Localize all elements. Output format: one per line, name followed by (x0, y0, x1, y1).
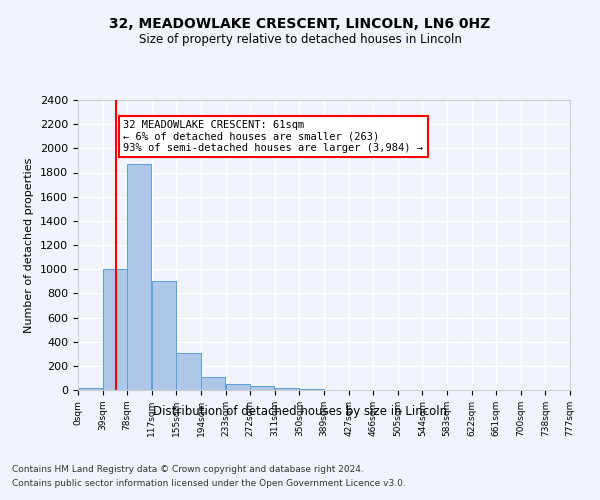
Text: Contains HM Land Registry data © Crown copyright and database right 2024.: Contains HM Land Registry data © Crown c… (12, 465, 364, 474)
Bar (152, 281, 176, 390)
Bar (250, 386, 274, 390)
Bar (103, 269, 127, 390)
Text: 32, MEADOWLAKE CRESCENT, LINCOLN, LN6 0HZ: 32, MEADOWLAKE CRESCENT, LINCOLN, LN6 0H… (109, 18, 491, 32)
Bar (176, 353, 200, 390)
Bar (275, 388, 299, 390)
Bar (78, 388, 102, 390)
Text: 32 MEADOWLAKE CRESCENT: 61sqm
← 6% of detached houses are smaller (263)
93% of s: 32 MEADOWLAKE CRESCENT: 61sqm ← 6% of de… (124, 120, 424, 153)
Bar (299, 389, 323, 390)
Text: Size of property relative to detached houses in Lincoln: Size of property relative to detached ho… (139, 32, 461, 46)
Text: Contains public sector information licensed under the Open Government Licence v3: Contains public sector information licen… (12, 479, 406, 488)
Text: Distribution of detached houses by size in Lincoln: Distribution of detached houses by size … (153, 405, 447, 418)
Bar (226, 384, 250, 390)
Bar (201, 378, 225, 390)
Y-axis label: Number of detached properties: Number of detached properties (25, 158, 34, 332)
Bar (127, 164, 151, 390)
